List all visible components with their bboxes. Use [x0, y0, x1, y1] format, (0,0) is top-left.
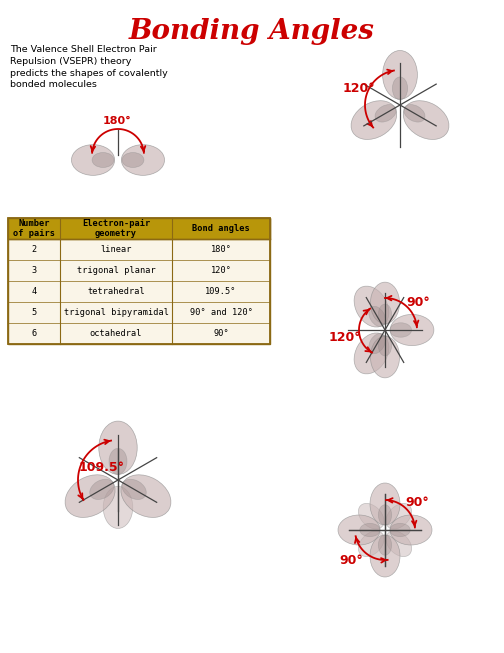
Ellipse shape — [99, 421, 137, 475]
Ellipse shape — [370, 282, 400, 324]
Ellipse shape — [90, 479, 114, 500]
Ellipse shape — [369, 334, 386, 354]
Ellipse shape — [379, 535, 392, 555]
Ellipse shape — [390, 515, 432, 545]
Ellipse shape — [338, 515, 380, 545]
Bar — [8, 218, 270, 239]
Ellipse shape — [375, 104, 396, 122]
Ellipse shape — [360, 523, 380, 537]
Text: 3: 3 — [31, 266, 37, 275]
Text: 4: 4 — [31, 287, 37, 296]
Text: 109.5°: 109.5° — [205, 287, 237, 296]
Text: 109.5°: 109.5° — [79, 461, 124, 474]
Ellipse shape — [386, 531, 412, 556]
Ellipse shape — [370, 483, 400, 525]
Text: octahedral: octahedral — [90, 329, 142, 338]
Ellipse shape — [370, 336, 400, 378]
Text: linear: linear — [100, 245, 132, 254]
Bar — [8, 218, 270, 344]
Ellipse shape — [358, 503, 384, 529]
Ellipse shape — [386, 503, 412, 529]
Text: 120°: 120° — [211, 266, 231, 275]
Text: Electron-pair
geometry: Electron-pair geometry — [82, 219, 150, 238]
Ellipse shape — [72, 145, 114, 176]
Ellipse shape — [65, 475, 115, 517]
Ellipse shape — [390, 523, 410, 537]
Text: 6: 6 — [31, 329, 37, 338]
Ellipse shape — [358, 531, 384, 556]
Ellipse shape — [92, 153, 114, 167]
Text: trigonal bipyramidal: trigonal bipyramidal — [64, 308, 168, 317]
Text: 90°: 90° — [213, 329, 229, 338]
Ellipse shape — [122, 153, 144, 167]
Text: 120°: 120° — [329, 331, 361, 344]
Text: 120°: 120° — [343, 82, 375, 95]
Ellipse shape — [103, 486, 133, 528]
Ellipse shape — [379, 505, 392, 525]
Ellipse shape — [369, 306, 386, 326]
Ellipse shape — [370, 535, 400, 577]
Ellipse shape — [379, 304, 392, 325]
Ellipse shape — [121, 475, 171, 517]
Ellipse shape — [354, 286, 389, 327]
Ellipse shape — [121, 145, 165, 176]
Text: Number
of pairs: Number of pairs — [13, 219, 55, 238]
Ellipse shape — [392, 77, 408, 100]
Ellipse shape — [403, 101, 449, 140]
Text: The Valence Shell Electron Pair
Repulsion (VSEPR) theory
predicts the shapes of : The Valence Shell Electron Pair Repulsio… — [10, 45, 168, 89]
Text: Bond angles: Bond angles — [192, 224, 250, 233]
Text: tetrahedral: tetrahedral — [87, 287, 145, 296]
Ellipse shape — [404, 104, 425, 122]
Text: trigonal planar: trigonal planar — [77, 266, 155, 275]
Text: 90°: 90° — [407, 296, 430, 309]
Text: 90°: 90° — [406, 496, 429, 509]
Text: 180°: 180° — [211, 245, 231, 254]
Ellipse shape — [390, 314, 434, 345]
Ellipse shape — [379, 336, 392, 356]
Text: 180°: 180° — [103, 116, 132, 126]
Bar — [8, 218, 270, 344]
Text: 90° and 120°: 90° and 120° — [190, 308, 253, 317]
Text: 2: 2 — [31, 245, 37, 254]
Ellipse shape — [383, 50, 417, 99]
Ellipse shape — [390, 323, 412, 337]
Ellipse shape — [354, 333, 389, 374]
Text: Bonding Angles: Bonding Angles — [129, 18, 375, 45]
Text: 90°: 90° — [340, 554, 363, 567]
Ellipse shape — [109, 449, 127, 474]
Ellipse shape — [351, 101, 397, 140]
Text: 5: 5 — [31, 308, 37, 317]
Ellipse shape — [122, 479, 146, 500]
